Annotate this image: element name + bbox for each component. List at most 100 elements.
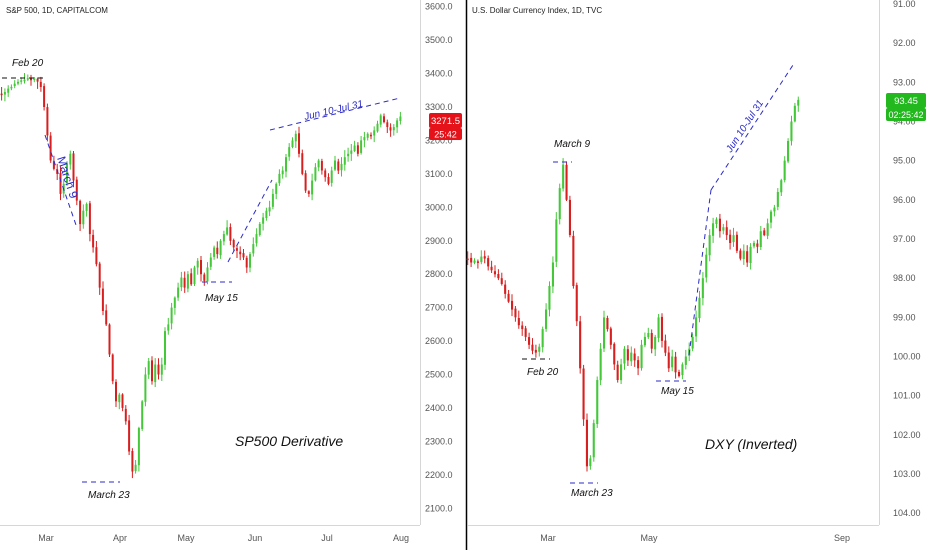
may-jul-trend-line-dxy (688, 189, 712, 356)
candle-body (528, 337, 531, 345)
candle-body (294, 133, 297, 142)
candle-body (151, 360, 153, 382)
candle-body (235, 248, 238, 251)
candle-body (66, 163, 68, 183)
y-tick-label: 2300.0 (425, 436, 453, 446)
candle-body (722, 227, 725, 231)
candle-body (298, 133, 300, 154)
candle-body (568, 199, 571, 235)
candle-body (373, 130, 376, 136)
candle-body (52, 161, 55, 169)
candle-body (698, 297, 701, 319)
candle-body (739, 250, 742, 259)
candle-body (504, 284, 507, 294)
annotation-may15: May 15 (205, 293, 238, 304)
candle-body (742, 250, 745, 259)
candle-body (252, 244, 255, 254)
candle-body (72, 153, 75, 181)
candle-body (681, 364, 684, 376)
candle-body (301, 153, 304, 174)
candle-body (249, 254, 251, 268)
y-tick-label: 2600.0 (425, 336, 453, 346)
candle-body (660, 316, 663, 341)
y-tick-label: 2100.0 (425, 503, 453, 513)
candle-body (85, 204, 88, 211)
y-tick-label: 100.00 (893, 352, 921, 362)
candle-body (245, 257, 248, 268)
candle-body (718, 218, 721, 232)
candle-body (773, 207, 776, 212)
left-chart-title: S&P 500, 1D, CAPITALCOM (6, 6, 108, 15)
candle-body (729, 234, 732, 243)
candle-body (793, 105, 796, 122)
y-tick-label: 3200.0 (425, 135, 453, 145)
x-tick-label: Jun (248, 533, 263, 543)
candle-body (363, 137, 366, 141)
candle-body (383, 116, 385, 123)
candle-body (725, 227, 728, 236)
candle-body (170, 307, 173, 324)
candle-body (399, 116, 402, 121)
candle-body (278, 173, 281, 184)
candle-body (337, 161, 340, 171)
candle-body (255, 234, 258, 244)
y-tick-label: 3000.0 (425, 202, 453, 212)
x-tick-label: Jul (321, 533, 333, 543)
candle-body (555, 219, 558, 262)
annotation-feb20-dxy: Feb 20 (527, 367, 559, 378)
y-tick-label: 3400.0 (425, 69, 453, 79)
y-tick-label: 102.00 (893, 430, 921, 440)
y-tick-label: 96.00 (893, 195, 916, 205)
candle-body (480, 256, 483, 263)
candle-body (209, 257, 212, 267)
candle-body (164, 331, 166, 365)
candle-body (756, 243, 759, 247)
candle-body (121, 394, 124, 408)
candle-body (265, 210, 268, 218)
candle-body (124, 408, 127, 422)
left-countdown-bg (429, 128, 462, 140)
y-tick-label: 2200.0 (425, 470, 453, 480)
left-last-price: 3271.5 (431, 116, 460, 127)
candle-body (500, 278, 503, 284)
candle-body (347, 153, 350, 157)
candle-body (379, 115, 382, 125)
may-june-trend-line (227, 179, 273, 263)
candle-body (545, 309, 548, 329)
candle-body (752, 242, 755, 247)
candle-body (633, 353, 636, 361)
y-tick-label: 103.00 (893, 469, 921, 479)
y-tick-label: 93.00 (893, 77, 916, 87)
candle-body (585, 419, 588, 467)
candle-body (36, 78, 39, 82)
candle-body (13, 83, 16, 86)
candle-body (487, 258, 490, 267)
y-tick-label: 92.00 (893, 38, 916, 48)
candle-body (386, 122, 389, 127)
candle-body (770, 211, 773, 223)
candle-body (620, 364, 623, 381)
candle-body (160, 364, 163, 375)
candle-body (360, 140, 363, 153)
candle-body (671, 356, 674, 368)
candle-body (350, 150, 353, 154)
x-tick-label: Aug (393, 533, 409, 543)
candle-body (108, 324, 111, 355)
candle-body (330, 170, 333, 183)
candle-body (674, 356, 677, 373)
candle-body (7, 88, 10, 93)
candle-body (497, 274, 500, 279)
candle-body (23, 79, 26, 82)
candle-body (213, 247, 216, 257)
right-x-axis: Mar May Sep (540, 533, 850, 543)
candle-body (787, 141, 790, 162)
left-y-axis: 3600.0 3500.0 3400.0 3300.0 3200.0 3100.0 3000… (425, 2, 453, 514)
candle-body (92, 234, 95, 248)
march9-trend-line (44, 134, 77, 226)
candle-body (470, 257, 473, 263)
candle-body (118, 394, 121, 403)
candle-body (691, 336, 694, 349)
candle-body (82, 210, 85, 225)
y-tick-label: 2700.0 (425, 303, 453, 313)
